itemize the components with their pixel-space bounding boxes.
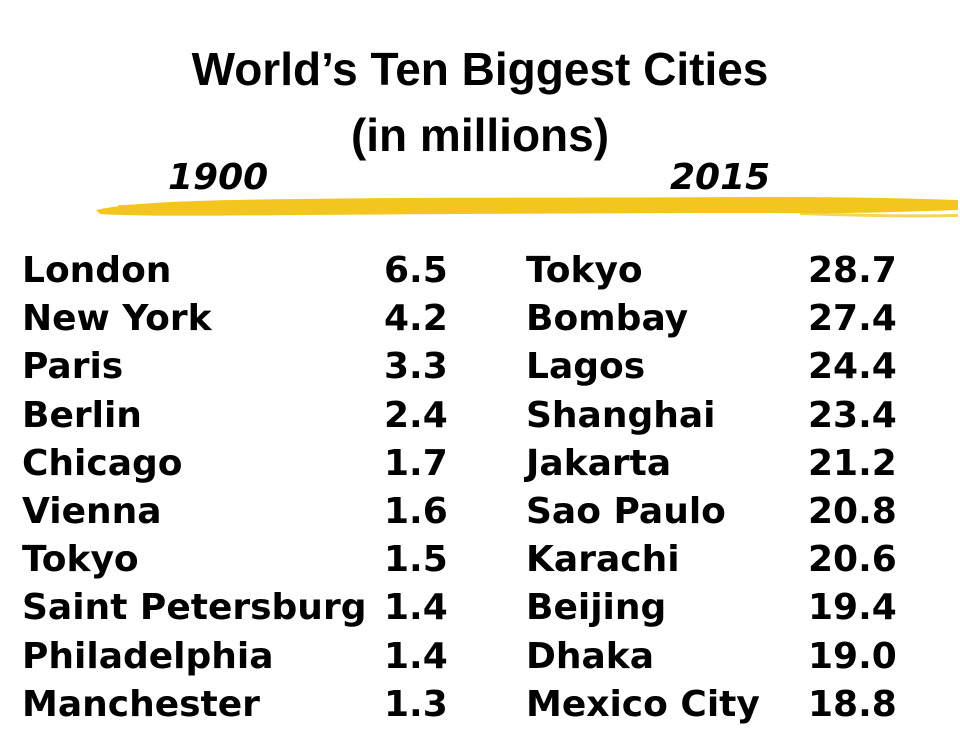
- city-name: Sao Paulo: [526, 490, 726, 532]
- city-population: 1.4: [384, 587, 448, 629]
- city-population: 19.4: [808, 587, 897, 629]
- city-name: Beijing: [526, 587, 667, 629]
- city-name: Tokyo: [526, 250, 643, 291]
- city-population: 1.7: [384, 442, 448, 484]
- page-title: World’s Ten Biggest Cities: [191, 43, 769, 95]
- city-name: Manchester: [22, 683, 260, 725]
- city-row: Sao Paulo 20.8: [526, 488, 946, 536]
- city-name: Mexico City: [526, 683, 760, 725]
- city-row: Bombay 27.4: [526, 295, 946, 343]
- page-subtitle: (in millions): [350, 109, 610, 161]
- city-population: 2.4: [384, 394, 448, 436]
- city-row: Shanghai 23.4: [526, 392, 946, 440]
- city-population: 20.6: [808, 539, 897, 581]
- city-name: Saint Petersburg: [22, 587, 367, 629]
- city-name: Berlin: [22, 394, 142, 436]
- city-population: 1.4: [384, 635, 448, 677]
- year-heading-1900: 1900: [168, 157, 269, 198]
- city-population: 28.7: [808, 250, 897, 291]
- city-name: Paris: [22, 346, 124, 388]
- brush-stroke-streak: [118, 200, 955, 207]
- city-row: Berlin 2.4: [22, 392, 452, 440]
- city-population: 27.4: [808, 298, 897, 340]
- city-row: Karachi 20.6: [526, 536, 946, 584]
- city-row: Mexico City 18.8: [526, 681, 946, 729]
- city-row: Tokyo 28.7: [526, 247, 946, 295]
- brush-stroke-tail: [800, 212, 958, 218]
- city-name: London: [22, 250, 172, 291]
- brush-stroke-main: [96, 197, 958, 216]
- city-population: 4.2: [384, 298, 448, 340]
- city-name: Dhaka: [526, 635, 655, 677]
- city-name: Jakarta: [526, 442, 672, 484]
- city-name: Philadelphia: [22, 635, 274, 677]
- city-row: Tokyo 1.5: [22, 536, 452, 584]
- city-name: Tokyo: [22, 539, 139, 581]
- city-row: Paris 3.3: [22, 343, 452, 391]
- city-row: Saint Petersburg 1.4: [22, 584, 452, 632]
- city-name: Chicago: [22, 442, 183, 484]
- city-row: Beijing 19.4: [526, 584, 946, 632]
- city-name: New York: [22, 298, 212, 340]
- yellow-brush-stroke-divider: [96, 197, 958, 218]
- city-row: Philadelphia 1.4: [22, 633, 452, 681]
- year-heading-2015: 2015: [670, 157, 771, 198]
- city-population: 23.4: [808, 394, 897, 436]
- city-row: Chicago 1.7: [22, 440, 452, 488]
- city-population: 20.8: [808, 490, 897, 532]
- city-name: Lagos: [526, 346, 646, 388]
- city-population: 6.5: [384, 250, 448, 291]
- city-population: 18.8: [808, 683, 897, 725]
- city-population: 1.3: [384, 683, 448, 725]
- city-row: Lagos 24.4: [526, 343, 946, 391]
- city-row: Jakarta 21.2: [526, 440, 946, 488]
- cities-1900-list: London 6.5 New York 4.2 Paris 3.3 Berlin 2.4 Chi…: [22, 247, 452, 729]
- city-name: Karachi: [526, 539, 680, 581]
- city-row: Dhaka 19.0: [526, 633, 946, 681]
- city-population: 3.3: [384, 346, 448, 388]
- city-row: London 6.5: [22, 247, 452, 295]
- city-population: 21.2: [808, 442, 897, 484]
- city-name: Vienna: [22, 490, 162, 532]
- city-population: 19.0: [808, 635, 897, 677]
- city-population: 1.6: [384, 490, 448, 532]
- cities-2015-list: Tokyo 28.7 Bombay 27.4 Lagos 24.4 Shanghai 23.4…: [526, 247, 946, 729]
- city-name: Bombay: [526, 298, 689, 340]
- city-name: Shanghai: [526, 394, 716, 436]
- city-row: New York 4.2: [22, 295, 452, 343]
- city-row: Manchester 1.3: [22, 681, 452, 729]
- city-row: Vienna 1.6: [22, 488, 452, 536]
- city-population: 24.4: [808, 346, 897, 388]
- city-population: 1.5: [384, 539, 448, 581]
